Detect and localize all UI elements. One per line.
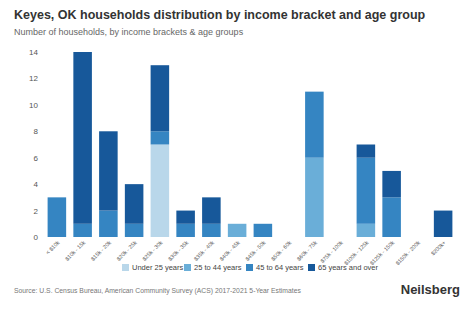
brand: Neilsberg: [401, 282, 460, 297]
bar-segment: [176, 224, 195, 237]
bar-segment: [279, 237, 298, 238]
bar-segment: [382, 171, 401, 197]
bar-segment: [408, 237, 427, 238]
y-tick-label: 12: [29, 74, 38, 83]
bars: [48, 52, 453, 237]
y-tick-label: 0: [34, 233, 39, 242]
chart: Keyes, OK households distribution by inc…: [0, 0, 474, 316]
subtitle: Number of households, by income brackets…: [14, 27, 244, 37]
bar-segment: [151, 65, 170, 131]
legend-swatch: [122, 264, 129, 271]
legend-label: 65 years and over: [318, 263, 379, 272]
bar-segment: [279, 237, 298, 238]
y-tick-label: 14: [29, 48, 38, 57]
bar-segment: [254, 223, 273, 224]
bar-segment: [279, 237, 298, 238]
bar-segment: [151, 145, 170, 238]
bar-segment: [357, 158, 376, 224]
bar-segment: [331, 237, 350, 238]
bar-segment: [125, 184, 144, 224]
bar-segment: [357, 145, 376, 158]
bar-segment: [254, 224, 273, 237]
bar-segment: [73, 52, 92, 224]
bar-segment: [305, 92, 324, 158]
x-tick-label: $25k - 30k: [141, 239, 164, 262]
bar-segment: [176, 211, 195, 224]
x-tick-label: $150k - 200k: [394, 239, 421, 266]
bar-segment: [331, 237, 350, 238]
bar-segment: [331, 237, 350, 238]
x-tick-label: $45k - 50k: [244, 239, 267, 262]
legend-label: 25 to 44 years: [194, 263, 242, 272]
title: Keyes, OK households distribution by inc…: [14, 8, 426, 22]
x-tick-label: $10k - 15k: [64, 239, 87, 262]
y-tick-label: 2: [34, 207, 39, 216]
x-tick-label: $15k - 20k: [90, 239, 113, 262]
x-tick-label: $200k+: [430, 239, 447, 256]
bar-segment: [99, 211, 118, 237]
bar-segment: [202, 197, 221, 223]
legend-swatch: [184, 264, 191, 271]
bar-segment: [228, 223, 247, 224]
bar-segment: [125, 224, 144, 237]
bar-segment: [202, 224, 221, 237]
x-tick-label: $20k - 25k: [115, 239, 138, 262]
bar-segment: [408, 237, 427, 238]
legend-label: 45 to 64 years: [256, 263, 304, 272]
bar-segment: [434, 211, 453, 237]
x-tick-label: $40k - 45k: [218, 239, 241, 262]
x-tick-label: $60k - 75k: [296, 239, 319, 262]
bar-segment: [279, 237, 298, 238]
bar-segment: [73, 224, 92, 237]
x-tick-label: $75k - 100k: [319, 239, 344, 264]
bar-segment: [48, 197, 67, 198]
legend-swatch: [308, 264, 315, 271]
bar-segment: [151, 131, 170, 144]
x-tick-label: $30k - 35k: [167, 239, 190, 262]
bar-segment: [408, 237, 427, 238]
source: Source: U.S. Census Bureau, American Com…: [14, 287, 301, 295]
y-tick-label: 8: [34, 127, 39, 136]
bar-segment: [382, 197, 401, 237]
y-tick-label: 6: [34, 154, 39, 163]
legend-swatch: [246, 264, 253, 271]
legend-label: Under 25 years: [132, 263, 184, 272]
bar-segment: [305, 158, 324, 237]
y-tick-label: 10: [29, 101, 38, 110]
x-tick-label: $50k - 60k: [270, 239, 293, 262]
bar-segment: [228, 223, 247, 224]
bar-segment: [331, 237, 350, 238]
x-tick-label: < $10k: [45, 239, 61, 255]
bar-segment: [228, 224, 247, 237]
bar-segment: [305, 91, 324, 92]
bar-segment: [408, 237, 427, 238]
bar-segment: [99, 131, 118, 210]
y-tick-label: 4: [34, 180, 39, 189]
bar-segment: [357, 224, 376, 237]
bar-segment: [48, 197, 67, 237]
x-tick-label: $35k - 40k: [193, 239, 216, 262]
